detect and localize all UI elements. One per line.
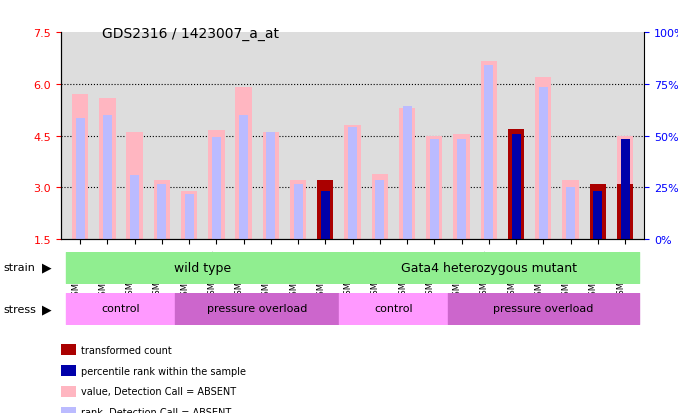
Bar (184, 195, 194, 240)
Text: GDS2316 / 1423007_a_at: GDS2316 / 1423007_a_at (102, 27, 279, 41)
Text: rank, Detection Call = ABSENT: rank, Detection Call = ABSENT (81, 407, 232, 413)
Bar (262, 133, 279, 240)
Bar (266, 133, 275, 240)
Bar (590, 185, 606, 240)
Bar (372, 174, 388, 240)
Bar (481, 62, 497, 240)
Bar (620, 140, 630, 240)
Bar (511, 135, 521, 240)
Bar (344, 126, 361, 240)
Bar (508, 129, 524, 240)
Bar (212, 138, 221, 240)
Bar (294, 185, 302, 240)
Bar (126, 133, 143, 240)
Bar (426, 136, 443, 240)
FancyBboxPatch shape (61, 344, 75, 355)
Bar (348, 128, 357, 240)
FancyBboxPatch shape (61, 407, 75, 413)
Bar (321, 191, 330, 240)
Text: ▶: ▶ (42, 261, 52, 274)
FancyBboxPatch shape (61, 386, 75, 396)
FancyBboxPatch shape (61, 366, 75, 376)
Text: stress: stress (3, 304, 36, 314)
Bar (157, 185, 166, 240)
Text: ▶: ▶ (42, 302, 52, 316)
Bar (484, 66, 494, 240)
Bar (617, 136, 633, 240)
Text: wild type: wild type (174, 261, 231, 274)
Bar (430, 140, 439, 240)
Bar (76, 119, 85, 240)
Bar (235, 88, 252, 240)
Bar (566, 188, 575, 240)
Text: control: control (374, 304, 413, 314)
Bar (454, 135, 470, 240)
Bar (535, 78, 551, 240)
Bar (539, 88, 548, 240)
Bar (290, 181, 306, 240)
Bar (562, 181, 579, 240)
Text: pressure overload: pressure overload (207, 304, 307, 314)
Text: percentile rank within the sample: percentile rank within the sample (81, 366, 246, 375)
Bar (376, 181, 384, 240)
Bar (399, 109, 415, 240)
Bar (99, 98, 115, 240)
Bar (103, 116, 112, 240)
Text: pressure overload: pressure overload (493, 304, 593, 314)
Bar (620, 140, 630, 240)
Bar (130, 176, 139, 240)
Bar (403, 107, 412, 240)
Bar (72, 95, 88, 240)
Text: control: control (102, 304, 140, 314)
Text: value, Detection Call = ABSENT: value, Detection Call = ABSENT (81, 387, 237, 396)
Bar (154, 181, 170, 240)
Bar (457, 140, 466, 240)
Text: strain: strain (3, 263, 35, 273)
Text: transformed count: transformed count (81, 345, 172, 355)
Bar (208, 131, 224, 240)
Bar (181, 191, 197, 240)
Bar (317, 181, 334, 240)
Bar (617, 185, 633, 240)
Bar (593, 191, 602, 240)
Bar (239, 116, 248, 240)
Text: Gata4 heterozygous mutant: Gata4 heterozygous mutant (401, 261, 577, 274)
Bar (590, 185, 606, 240)
